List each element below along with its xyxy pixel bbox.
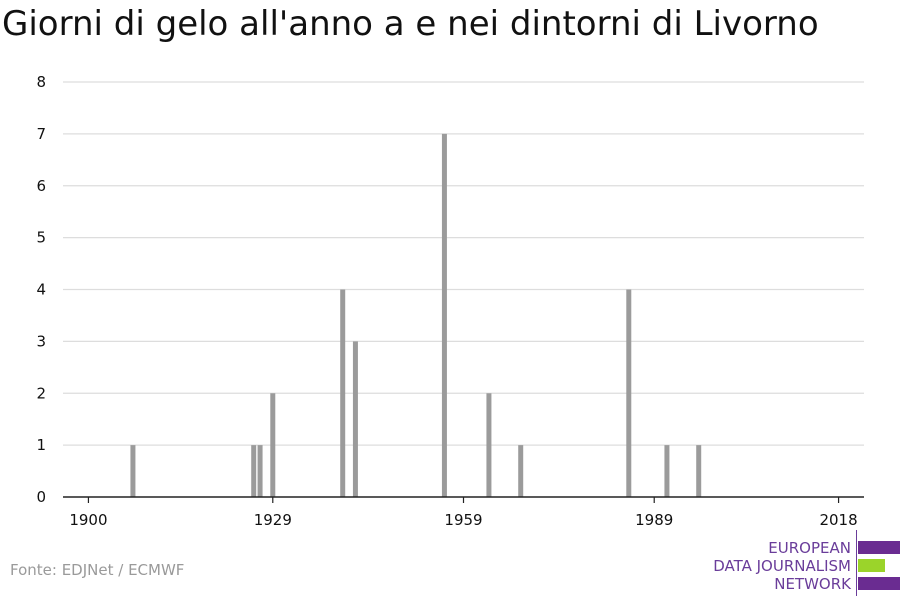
- y-tick-label: 3: [36, 332, 46, 350]
- x-tick-label: 1929: [254, 511, 292, 529]
- logo-separator: [856, 530, 857, 596]
- bar: [257, 445, 263, 497]
- bar: [626, 289, 632, 497]
- bar: [340, 289, 346, 497]
- y-tick-label: 2: [36, 384, 46, 402]
- source-note: Fonte: EDJNet / ECMWF: [10, 561, 185, 579]
- y-tick-label: 8: [36, 73, 46, 91]
- bar: [251, 445, 257, 497]
- bar: [518, 445, 524, 497]
- bar: [352, 341, 358, 497]
- bar: [486, 393, 492, 497]
- logo-line-network: NETWORK: [774, 575, 851, 593]
- y-tick-label: 4: [36, 281, 46, 299]
- bar: [130, 445, 136, 497]
- logo-bar-bottom: [858, 577, 900, 590]
- y-tick-label: 1: [36, 436, 46, 454]
- logo-bar-top: [858, 541, 900, 554]
- grid-lines: [63, 81, 864, 446]
- logo-bar-middle: [858, 559, 885, 572]
- bar: [664, 445, 670, 497]
- y-tick-label: 6: [36, 177, 46, 195]
- logo-line-data-journalism: DATA JOURNALISM: [713, 557, 851, 575]
- bar: [441, 133, 447, 497]
- logo-line-european: EUROPEAN: [768, 539, 851, 557]
- axes: 0 1 2 3 4 5 6 7 8 1900 1929 1959 1989 2018: [36, 73, 864, 529]
- x-tick-label: 1959: [444, 511, 482, 529]
- y-tick-label: 7: [36, 125, 46, 143]
- y-tick-label: 0: [36, 488, 46, 506]
- x-tick-label: 1989: [635, 511, 673, 529]
- x-tick-label: 1900: [69, 511, 107, 529]
- frost-days-bar-chart: 0 1 2 3 4 5 6 7 8 1900 1929 1959 1989 2018: [36, 73, 864, 529]
- edjnet-logo: EUROPEAN DATA JOURNALISM NETWORK: [700, 530, 900, 600]
- bars: [130, 133, 702, 497]
- x-tick-label: 2018: [819, 511, 857, 529]
- chart-title: Giorni di gelo all'anno a e nei dintorni…: [2, 4, 819, 44]
- bar: [270, 393, 276, 497]
- y-tick-label: 5: [36, 229, 46, 247]
- bar: [696, 445, 702, 497]
